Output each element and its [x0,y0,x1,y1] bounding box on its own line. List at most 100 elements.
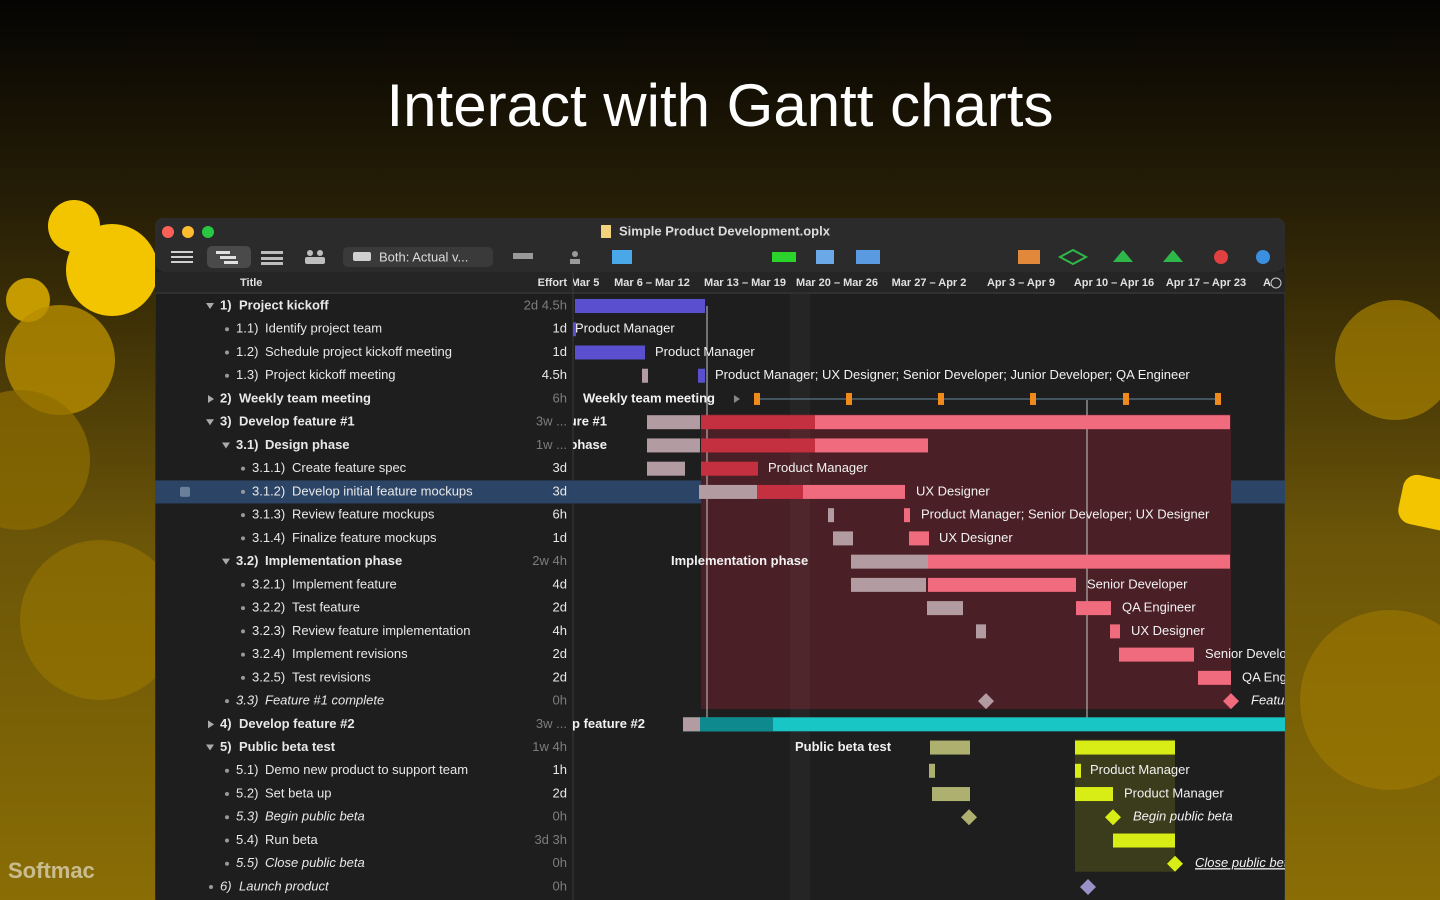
gantt-bar[interactable] [909,531,929,546]
gantt-bar[interactable] [851,554,928,569]
gantt-bar[interactable] [575,345,645,360]
row-title[interactable]: Review feature mockups [292,507,435,522]
gantt-bar[interactable] [833,531,853,546]
row-title[interactable]: Set beta up [265,785,332,800]
gantt-bar[interactable] [701,438,815,453]
gantt-bar[interactable] [815,438,928,453]
recurring-marker[interactable] [1123,392,1129,405]
row-title[interactable]: Design phase [265,437,350,452]
row-title[interactable]: Finalize feature mockups [292,530,437,545]
gantt-bar[interactable] [1075,763,1081,778]
gantt-bar[interactable] [928,577,1076,592]
close-button[interactable] [162,226,174,238]
milestone[interactable] [1167,855,1183,872]
gantt-bar[interactable] [976,624,986,639]
gantt-bar[interactable] [647,415,700,430]
gantt-bar[interactable] [929,763,935,778]
row-title[interactable]: Begin public beta [265,809,365,824]
toolbar-icon[interactable] [772,252,796,262]
toolbar-icons[interactable] [513,250,632,264]
outline-button[interactable] [171,251,193,263]
minimize-button[interactable] [182,226,194,238]
gantt-bar[interactable] [701,461,758,476]
row-title[interactable]: Weekly team meeting [239,390,371,405]
row-title[interactable]: Project kickoff [239,297,329,312]
gantt-bar[interactable] [647,438,700,453]
gantt-bar[interactable] [701,415,815,430]
row-handle[interactable] [180,486,190,497]
gantt-bar[interactable] [932,787,970,802]
view-selector[interactable] [343,247,493,267]
row-title[interactable]: Project kickoff meeting [265,367,396,382]
row-title[interactable]: Review feature implementation [292,623,470,638]
row-title[interactable]: Identify project team [265,321,382,336]
recurring-marker[interactable] [938,392,944,405]
gantt-bar[interactable] [1198,670,1231,685]
row-title[interactable]: Implement feature [292,576,397,591]
expand-toggle[interactable] [222,558,230,565]
toolbar-icon[interactable] [1018,250,1040,264]
toolbar-icon[interactable] [816,250,834,264]
expand-toggle[interactable] [206,303,214,309]
gantt-bar[interactable] [573,322,576,337]
gantt-bar[interactable] [1110,624,1120,639]
gantt-bar[interactable] [927,601,963,616]
gantt-bar[interactable] [828,508,834,523]
row-title[interactable]: Implementation phase [265,553,402,568]
gantt-bar[interactable] [757,484,803,499]
zoom-button[interactable] [1270,277,1282,289]
row-title[interactable]: Test revisions [292,669,371,684]
row-title[interactable]: Develop feature #2 [239,716,355,731]
toolbar-icon[interactable] [856,250,880,264]
gantt-bar[interactable] [928,554,1230,569]
row-title[interactable]: Test feature [292,600,360,615]
gantt-bar[interactable] [904,508,910,523]
row-title[interactable]: Feature #1 complete [265,693,384,708]
milestone[interactable] [1223,693,1239,710]
gantt-bar[interactable] [698,368,705,383]
gantt-bar[interactable] [815,415,1230,430]
gantt-bar[interactable] [647,461,685,476]
recurring-marker[interactable] [1215,392,1221,405]
milestone[interactable] [961,809,977,826]
row-title[interactable]: Public beta test [239,739,336,754]
recurring-marker[interactable] [754,392,760,405]
row-title[interactable]: Implement revisions [292,646,408,661]
gantt-bar[interactable] [683,717,700,732]
row-title[interactable]: Run beta [265,832,319,847]
milestone[interactable] [1105,809,1121,826]
row-title[interactable]: Schedule project kickoff meeting [265,344,452,359]
toolbar-icon[interactable] [1057,248,1089,266]
row-title[interactable]: Develop initial feature mockups [292,483,473,498]
expand-toggle[interactable] [222,442,230,449]
expand-toggle[interactable] [206,744,214,751]
recurring-marker[interactable] [846,392,852,405]
row-title[interactable]: Demo new product to support team [265,762,468,777]
row-title[interactable]: Launch product [239,878,330,893]
gantt-bar[interactable] [1119,647,1194,662]
milestone[interactable] [978,693,994,710]
gantt-bar[interactable] [1075,787,1113,802]
gantt-bar[interactable] [642,368,648,383]
row-title[interactable]: Create feature spec [292,460,407,475]
gantt-bar[interactable] [699,484,757,499]
network-button[interactable] [261,251,283,265]
row-title[interactable]: Close public beta [265,855,365,870]
toolbar-icon[interactable] [1113,250,1133,262]
toolbar-icon[interactable] [1214,250,1228,264]
gantt-bar[interactable] [1076,601,1111,616]
row-title[interactable]: Develop feature #1 [239,414,355,429]
gantt-bar[interactable] [803,484,905,499]
expand-toggle[interactable] [208,720,214,729]
resources-button[interactable] [305,250,325,264]
gantt-bar[interactable] [930,740,970,755]
gantt-bar[interactable] [1075,740,1175,755]
milestone[interactable] [1080,879,1096,895]
expand-toggle[interactable] [208,394,214,403]
gantt-bar[interactable] [1113,833,1175,848]
gantt-bar[interactable] [851,577,926,592]
recurring-marker[interactable] [1030,392,1036,405]
expand-toggle[interactable] [206,419,214,426]
zoom-button[interactable] [202,226,214,238]
gantt-bar[interactable] [700,717,773,732]
